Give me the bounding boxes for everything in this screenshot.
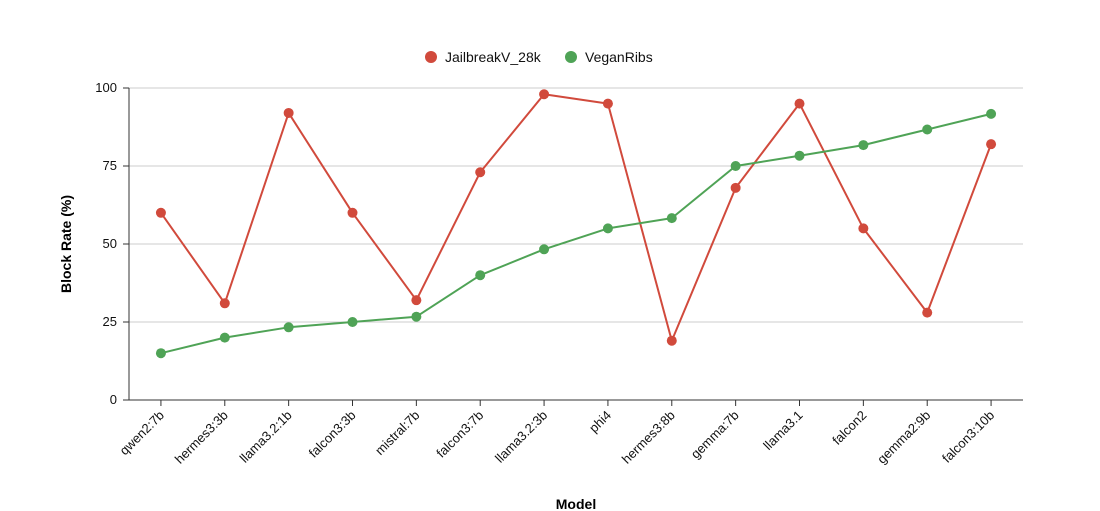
data-point-jailbreakv-28k xyxy=(922,307,933,318)
data-point-jailbreakv-28k xyxy=(666,335,677,346)
data-point-jailbreakv-28k xyxy=(602,98,613,109)
x-tick-label: falcon2 xyxy=(829,408,869,448)
x-tick-label: llama3.2:3b xyxy=(492,408,550,466)
y-tick-label: 0 xyxy=(110,392,117,407)
x-tick-label: gemma:7b xyxy=(688,408,742,462)
legend: JailbreakV_28k VeganRibs xyxy=(425,49,653,65)
legend-label-veganribs: VeganRibs xyxy=(585,49,653,65)
data-point-veganribs xyxy=(730,161,741,171)
y-tick-label: 75 xyxy=(103,158,117,173)
data-point-veganribs xyxy=(602,223,613,234)
data-point-veganribs xyxy=(219,332,230,343)
legend-marker-jailbreakv xyxy=(425,51,437,63)
data-point-jailbreakv-28k xyxy=(155,207,166,218)
y-axis-ticks: 0 25 50 75 100 xyxy=(95,80,129,407)
x-axis-title: Model xyxy=(556,496,596,511)
data-point-veganribs xyxy=(539,244,550,255)
y-tick-label: 25 xyxy=(103,314,117,329)
series-line-jailbreakv-28k xyxy=(160,93,993,342)
x-tick-label: mistral:7b xyxy=(372,408,422,458)
x-tick-label: hermes3:8b xyxy=(619,408,678,467)
legend-label-jailbreakv: JailbreakV_28k xyxy=(445,49,542,65)
y-tick-label: 50 xyxy=(103,236,117,251)
x-tick-label: hermes3:3b xyxy=(172,408,231,467)
data-point-veganribs xyxy=(411,311,422,322)
data-point-veganribs xyxy=(155,348,166,359)
data-point-veganribs xyxy=(347,317,358,327)
data-point-veganribs xyxy=(666,213,677,224)
data-point-jailbreakv-28k xyxy=(858,223,869,234)
data-point-veganribs xyxy=(986,108,997,119)
y-axis-title: Block Rate (%) xyxy=(58,195,74,293)
y-tick-label: 100 xyxy=(95,80,117,95)
data-point-jailbreakv-28k xyxy=(411,295,422,306)
data-point-jailbreakv-28k xyxy=(730,182,741,193)
data-point-veganribs xyxy=(922,124,933,135)
x-tick-label: falcon3:7b xyxy=(433,408,486,461)
data-point-jailbreakv-28k xyxy=(283,107,294,118)
x-axis-ticks: qwen2:7b hermes3:3b llama3.2:1b falcon3:3b m… xyxy=(117,400,997,467)
x-tick-label: qwen2:7b xyxy=(117,408,167,458)
legend-marker-veganribs xyxy=(565,51,577,63)
x-tick-label: phi4 xyxy=(586,408,614,436)
data-point-jailbreakv-28k xyxy=(986,139,997,150)
data-point-jailbreakv-28k xyxy=(219,298,230,309)
data-point-jailbreakv-28k xyxy=(794,98,805,109)
x-tick-label: llama3.1 xyxy=(760,408,805,453)
data-point-jailbreakv-28k xyxy=(475,167,486,178)
data-point-veganribs xyxy=(475,270,486,281)
data-point-veganribs xyxy=(794,150,805,161)
x-tick-label: gemma2:9b xyxy=(874,408,933,467)
grid xyxy=(129,87,1023,323)
data-point-veganribs xyxy=(283,322,294,333)
data-point-jailbreakv-28k xyxy=(539,89,550,100)
series-layer xyxy=(155,89,997,359)
data-point-veganribs xyxy=(858,140,869,151)
data-point-jailbreakv-28k xyxy=(347,207,358,218)
x-tick-label: falcon3:10b xyxy=(939,408,997,466)
series-line-veganribs xyxy=(160,112,992,355)
x-tick-label: llama3.2:1b xyxy=(237,408,295,466)
x-tick-label: falcon3:3b xyxy=(306,408,359,461)
